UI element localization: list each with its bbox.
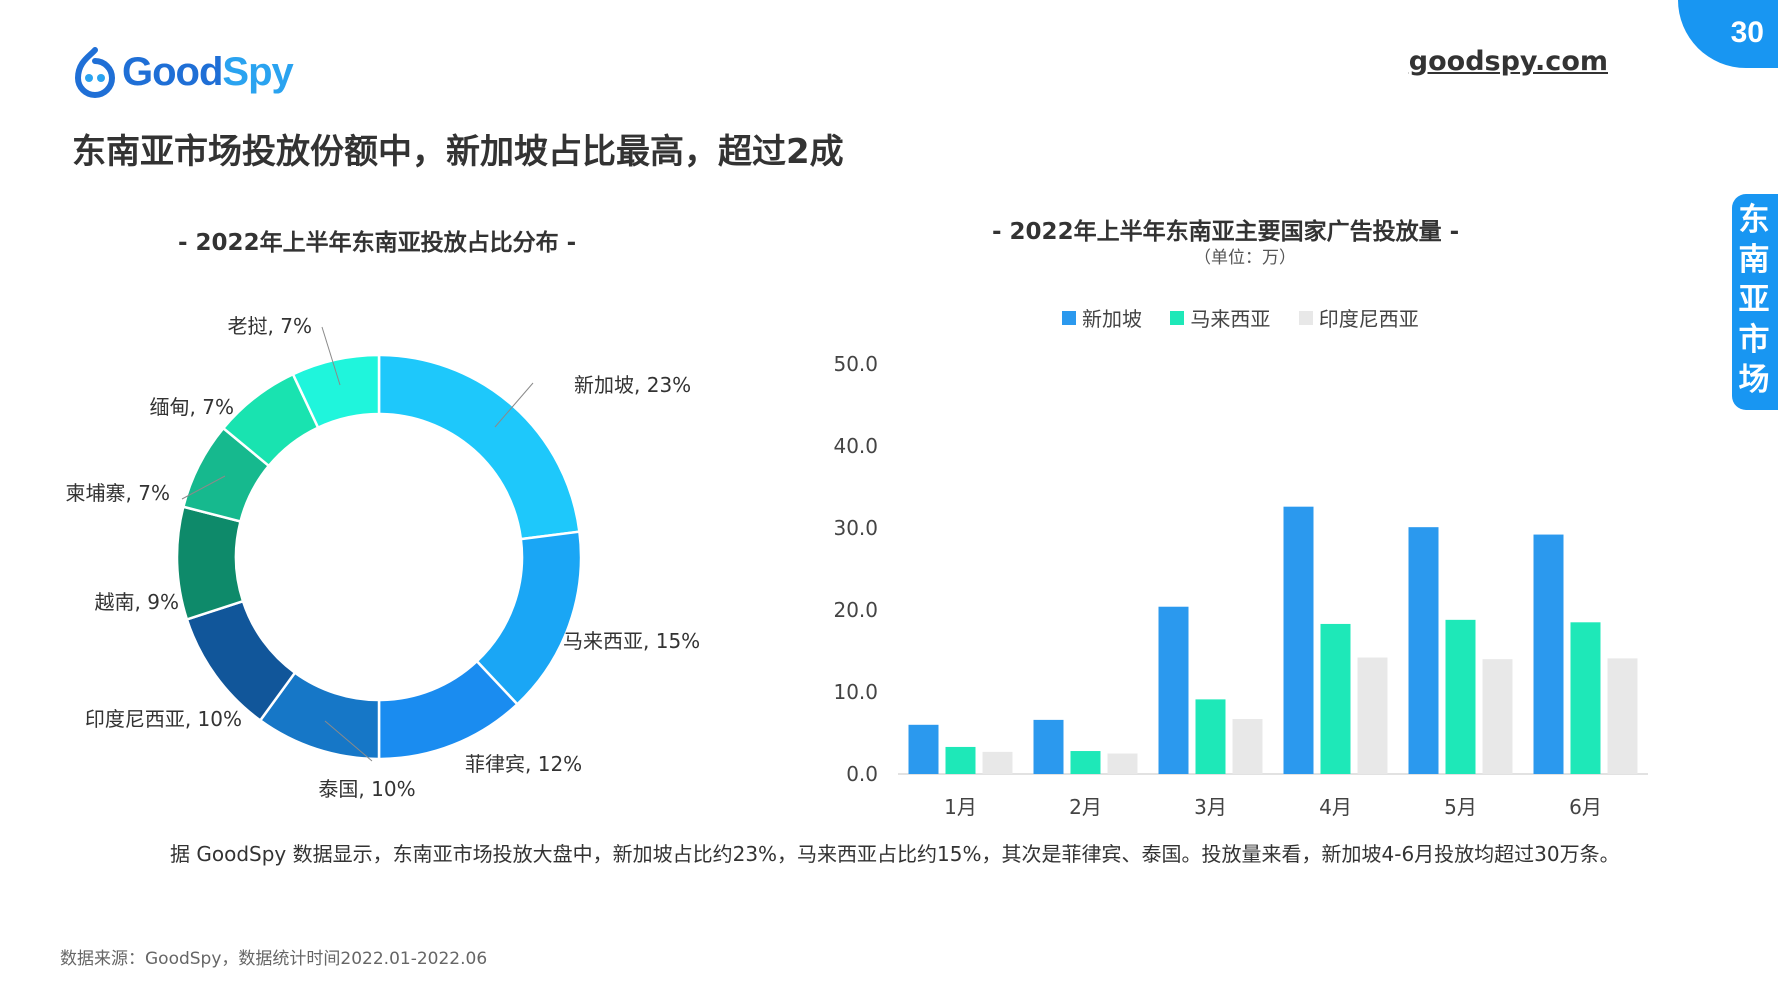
- bar: [982, 751, 1013, 774]
- bar-chart-title: - 2022年上半年东南亚主要国家广告投放量 -: [992, 219, 1460, 245]
- legend-label: 马来西亚: [1190, 307, 1271, 331]
- legend-item: 马来西亚: [1170, 303, 1270, 332]
- y-tick-label: 10.0: [833, 680, 878, 704]
- x-tick-label: 4月: [1319, 795, 1352, 819]
- donut-chart-title: - 2022年上半年东南亚投放占比分布 -: [178, 230, 577, 256]
- donut-slice-label: 柬埔寨, 7%: [66, 481, 170, 505]
- goodspy-logo: GoodSpy: [70, 44, 300, 106]
- goodspy-logo-icon: [74, 47, 116, 98]
- side-section-tab[interactable]: [1732, 194, 1778, 410]
- logo-text-good: Good: [122, 50, 223, 94]
- legend-item: 印度尼西亚: [1298, 303, 1419, 332]
- bar: [945, 746, 976, 774]
- y-tick-label: 20.0: [833, 598, 878, 622]
- bar: [1232, 719, 1263, 774]
- donut-slice-label: 印度尼西亚, 10%: [85, 707, 242, 731]
- donut-slice: [175, 505, 245, 621]
- legend-label: 印度尼西亚: [1318, 307, 1419, 331]
- logo-text-spy: Spy: [222, 50, 293, 94]
- data-source-note: 数据来源：GoodSpy，数据统计时间2022.01-2022.06: [60, 949, 488, 969]
- donut-slice-label: 新加坡, 23%: [574, 373, 691, 397]
- bar: [1607, 658, 1638, 774]
- page-title: 东南亚市场投放份额中，新加坡占比最高，超过2成: [72, 132, 844, 172]
- x-tick-label: 3月: [1194, 795, 1227, 819]
- bar: [1158, 606, 1189, 774]
- bar: [1033, 719, 1064, 774]
- bar: [1533, 534, 1564, 774]
- donut-slice-label: 泰国, 10%: [318, 777, 415, 801]
- legend-item: 新加坡: [1062, 303, 1142, 332]
- donut-slice: [291, 353, 381, 430]
- donut-leader-line: [321, 326, 341, 386]
- bar: [1482, 659, 1513, 774]
- donut-slice: [377, 353, 581, 541]
- x-tick-label: 1月: [944, 795, 977, 819]
- description-text: 据 GoodSpy 数据显示，东南亚市场投放大盘中，新加坡占比约23%，马来西亚…: [170, 842, 1620, 866]
- bar: [1570, 622, 1601, 774]
- legend-swatch: [1170, 310, 1185, 325]
- donut-leader-line: [494, 382, 534, 428]
- bar: [1408, 527, 1439, 774]
- bar: [1107, 753, 1138, 774]
- donut-chart: 新加坡, 23% 马来西亚, 15% 菲律宾, 12% 泰国, 10% 印度尼西亚, 1…: [66, 314, 701, 801]
- legend-swatch: [1062, 310, 1076, 325]
- donut-slice-label: 缅甸, 7%: [150, 395, 234, 419]
- bar-chart-legend: 新加坡 马来西亚 印度尼西亚: [1062, 303, 1441, 332]
- bar: [1070, 751, 1101, 774]
- donut-leader-line: [181, 475, 226, 500]
- bar: [1283, 506, 1314, 774]
- bar: [1195, 699, 1226, 774]
- bar: [1445, 619, 1476, 774]
- site-link[interactable]: goodspy.com: [1408, 46, 1608, 77]
- y-tick-label: 50.0: [833, 352, 878, 376]
- donut-slice-label: 菲律宾, 12%: [465, 752, 582, 776]
- donut-slice-label: 越南, 9%: [95, 590, 179, 614]
- donut-slice-label: 老挝, 7%: [228, 314, 312, 338]
- y-tick-label: 30.0: [833, 516, 878, 540]
- bar-chart-unit: （单位：万）: [1194, 248, 1296, 268]
- bar: [908, 724, 939, 774]
- legend-label: 新加坡: [1082, 307, 1142, 331]
- donut-leader-line: [324, 720, 373, 762]
- x-tick-label: 5月: [1444, 795, 1477, 819]
- donut-slice-label: 马来西亚, 15%: [563, 629, 700, 653]
- side-section-tab-label: 东南亚市场: [1738, 202, 1770, 398]
- legend-swatch: [1298, 310, 1313, 325]
- bar-chart: 0.0 10.0 20.0 30.0 40.0 50.0 1月 2月 3月 4月 5月 6月: [833, 352, 1648, 819]
- x-tick-label: 2月: [1069, 795, 1102, 819]
- bar: [1357, 657, 1388, 774]
- y-tick-label: 0.0: [846, 762, 878, 786]
- page-number: 30: [1730, 16, 1764, 49]
- y-tick-label: 40.0: [833, 434, 878, 458]
- x-tick-label: 6月: [1569, 795, 1602, 819]
- bar: [1320, 623, 1351, 774]
